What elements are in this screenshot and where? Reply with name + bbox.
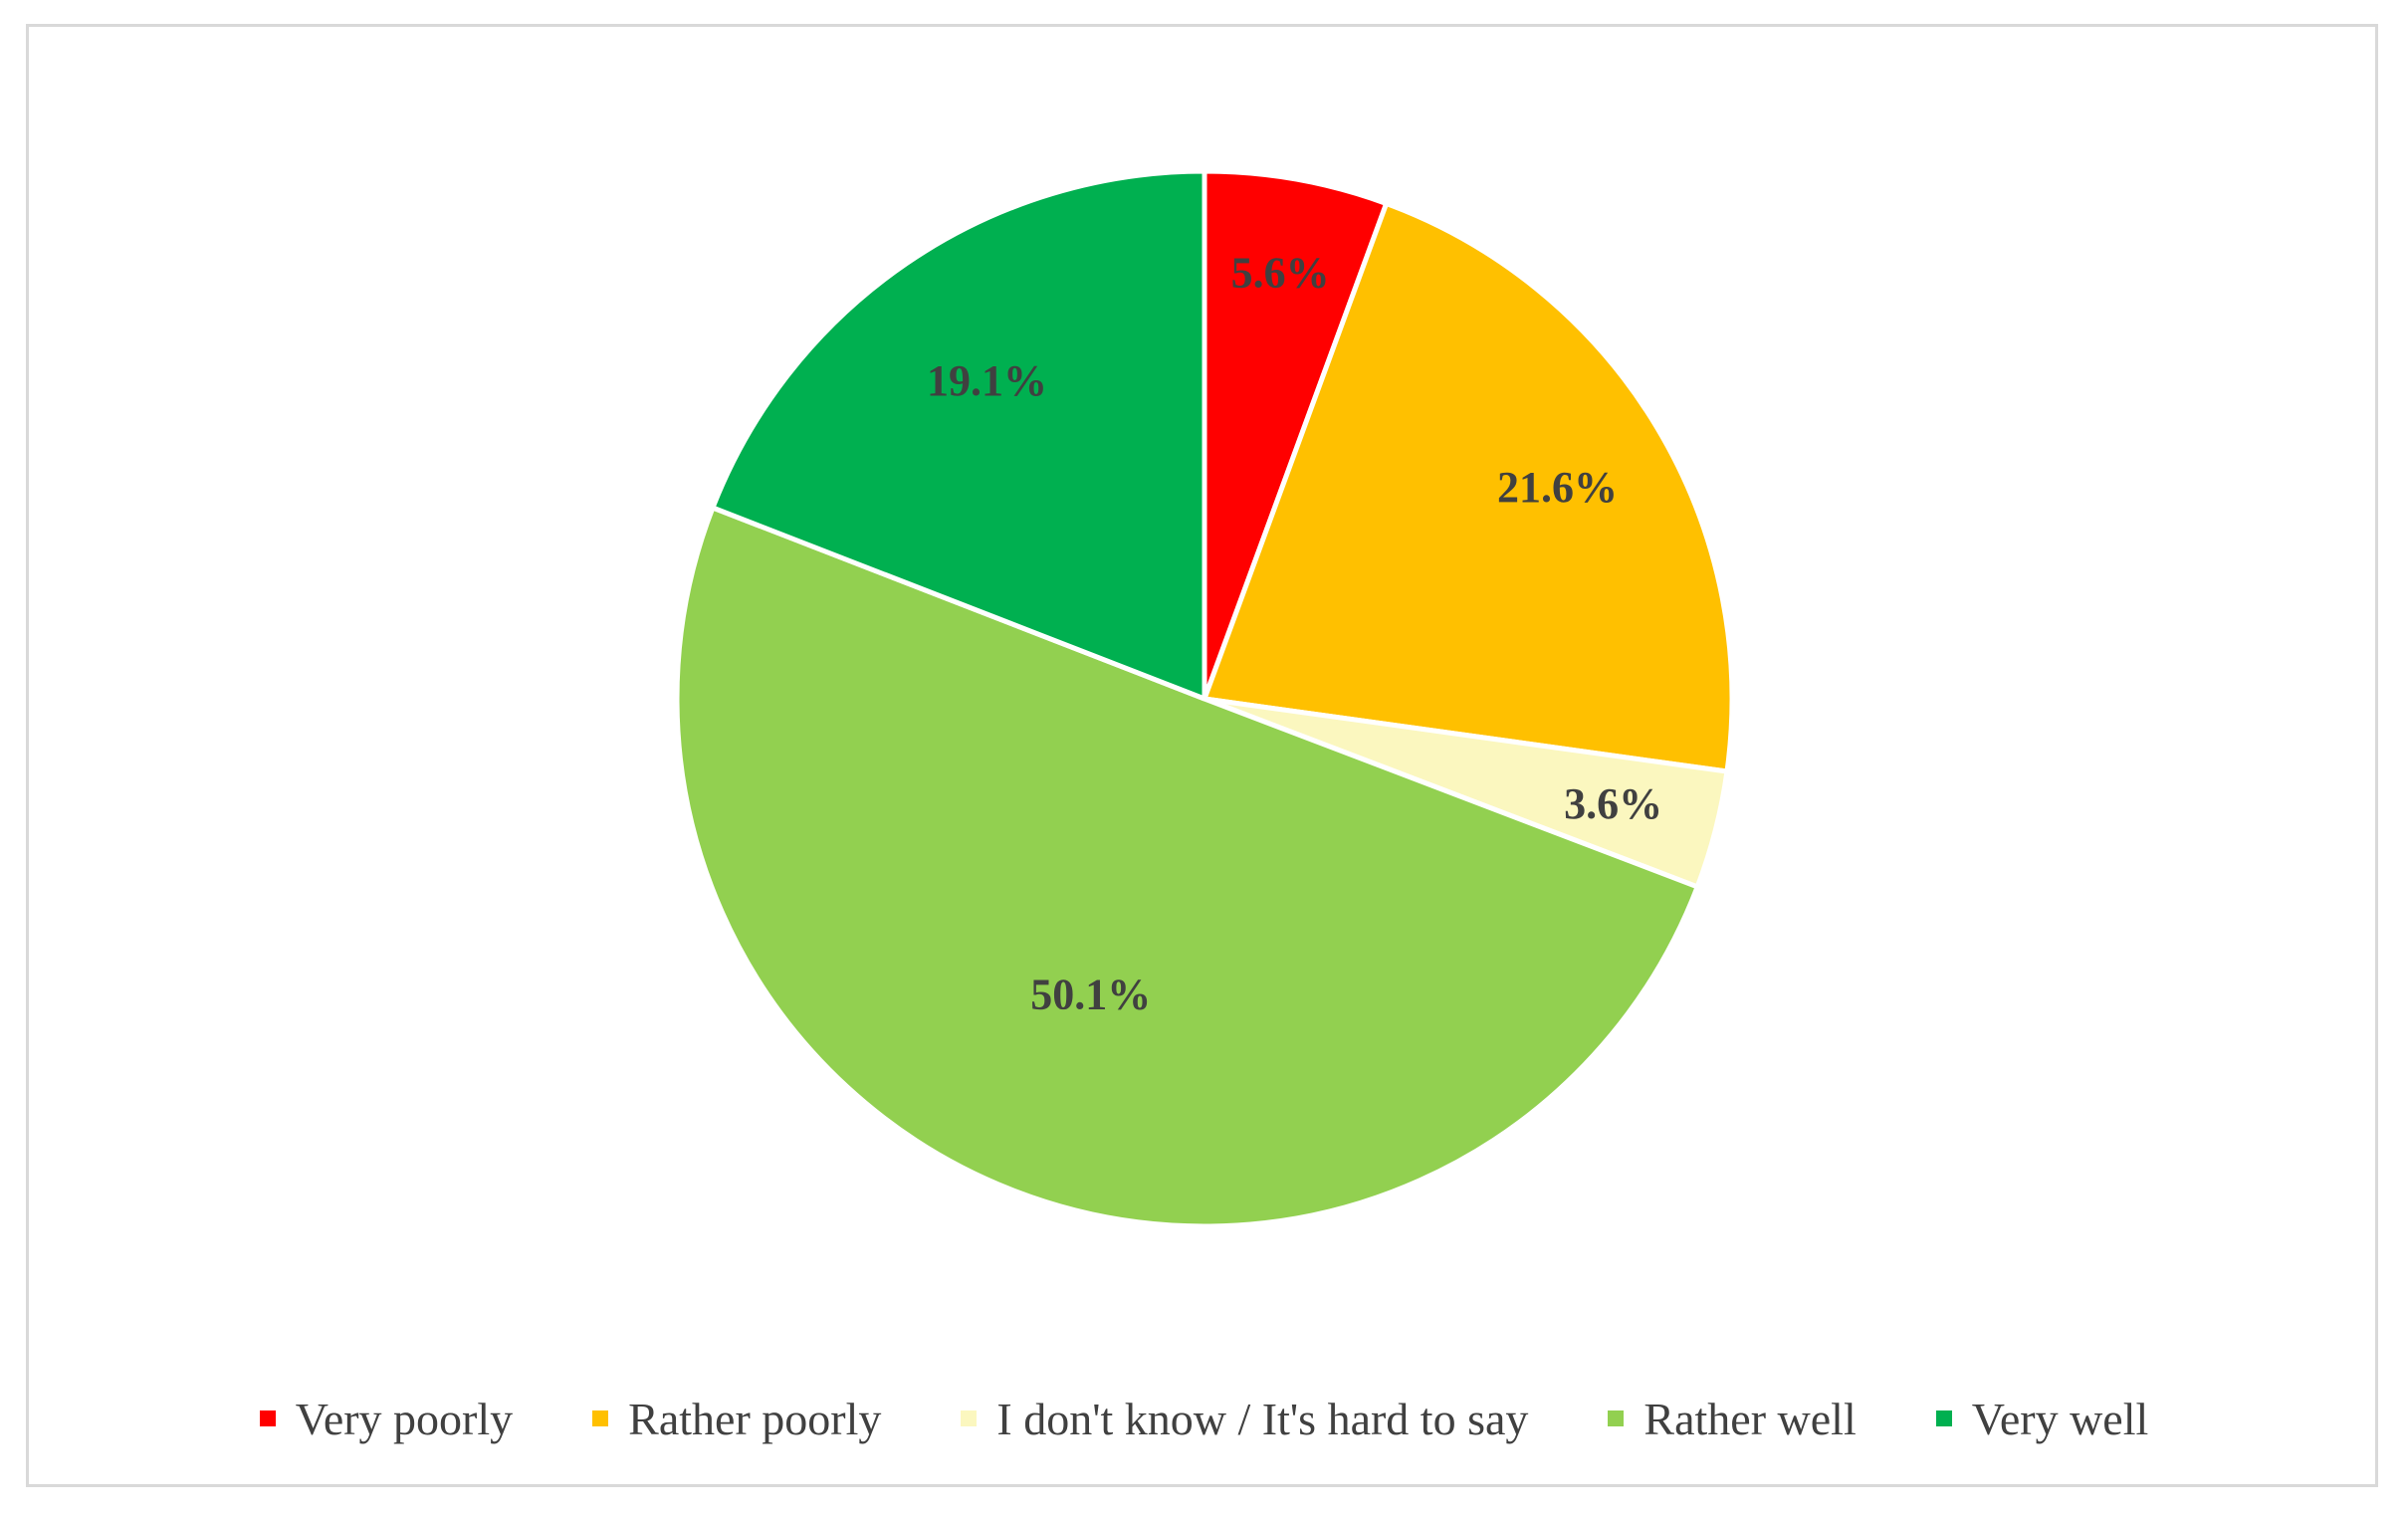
data-label-rather-poorly: 21.6% <box>1497 463 1618 512</box>
pie-slices <box>674 168 1735 1229</box>
data-labels: 5.6% 21.6% 3.6% 50.1% 19.1% <box>927 249 1662 1019</box>
pie-slice-rather-well <box>674 505 1700 1229</box>
legend-label: Rather well <box>1643 1393 1857 1444</box>
legend-item-very-poorly: Very poorly <box>259 1393 514 1445</box>
legend-label: Very well <box>1971 1393 2149 1444</box>
pie-slice-very-poorly <box>1202 168 1390 702</box>
data-label-rather-well: 50.1% <box>1030 970 1151 1018</box>
legend-item-rather-poorly: Rather poorly <box>592 1393 881 1445</box>
pie-slice-very-well <box>710 168 1207 702</box>
data-label-i-don-t-know-it-s-hard-to-say: 3.6% <box>1564 779 1662 828</box>
pie-slice-rather-poorly <box>1202 200 1735 774</box>
legend-swatch <box>961 1410 978 1426</box>
legend-swatch <box>592 1410 609 1426</box>
legend-label: Rather poorly <box>628 1393 882 1444</box>
legend-swatch <box>259 1410 276 1426</box>
legend-item-i-don-t-know-it-s-hard-to-say: I don't know / It's hard to say <box>961 1393 1528 1445</box>
legend-item-very-well: Very well <box>1935 1393 2149 1445</box>
legend-swatch <box>1935 1410 1952 1426</box>
legend-swatch <box>1608 1410 1625 1426</box>
legend-item-rather-well: Rather well <box>1608 1393 1857 1445</box>
legend-label: I don't know / It's hard to say <box>996 1393 1529 1444</box>
data-label-very-poorly: 5.6% <box>1231 249 1330 298</box>
legend: Very poorly Rather poorly I don't know / I… <box>0 1384 2408 1453</box>
data-label-very-well: 19.1% <box>927 356 1047 405</box>
legend-label: Very poorly <box>295 1393 514 1444</box>
